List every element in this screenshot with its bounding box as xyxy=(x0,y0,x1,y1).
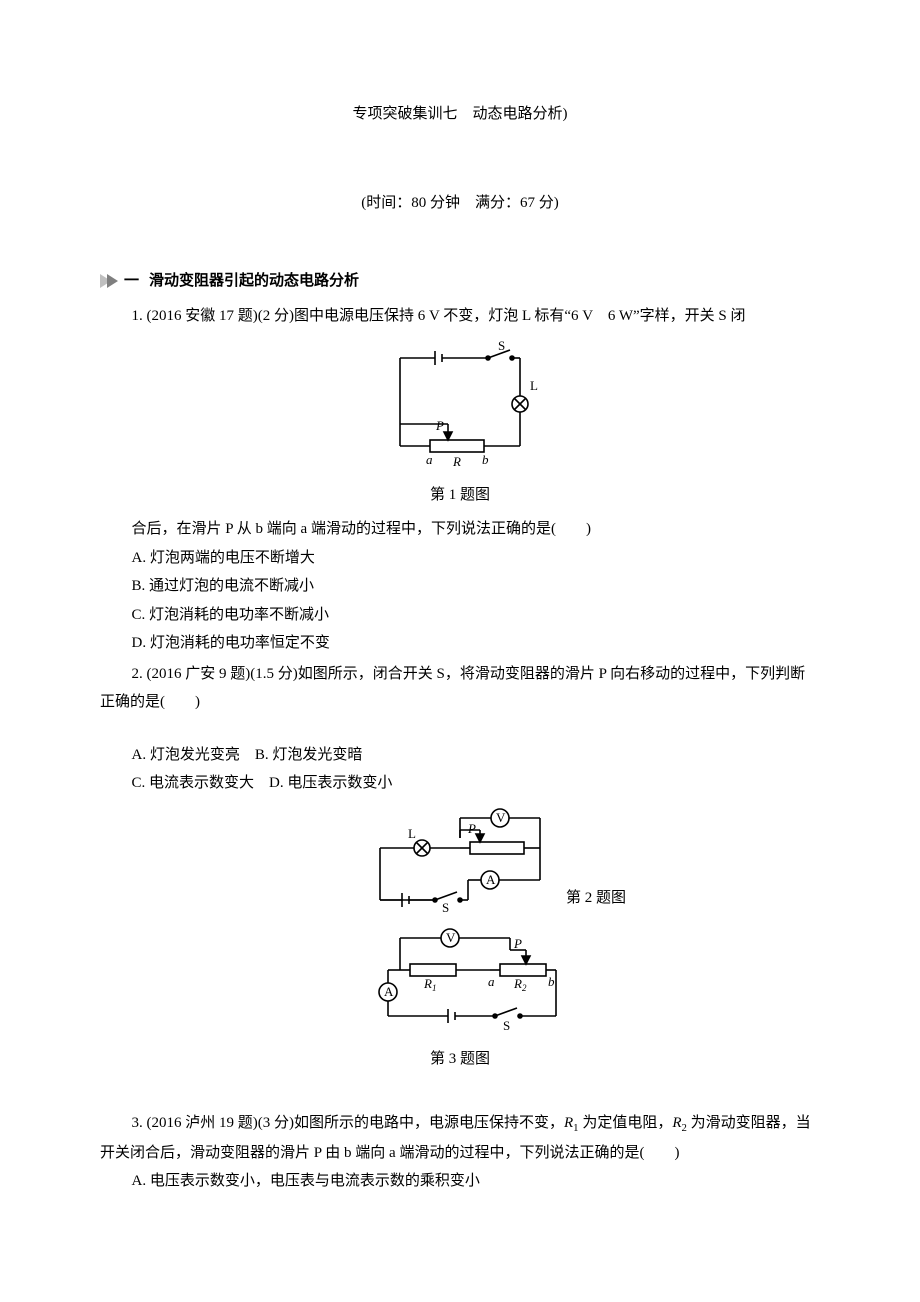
section-number: 一 xyxy=(124,267,139,296)
svg-text:R2: R2 xyxy=(513,976,527,993)
svg-text:b: b xyxy=(482,452,489,467)
svg-text:a: a xyxy=(426,452,433,467)
svg-text:b: b xyxy=(548,974,555,989)
q2-option-c: C. 电流表示数变大 xyxy=(132,775,255,791)
q1-stem-b: 合后，在滑片 P 从 b 端向 a 端滑动的过程中，下列说法正确的是( ) xyxy=(100,515,820,544)
svg-text:V: V xyxy=(496,810,506,825)
q1-caption: 第 1 题图 xyxy=(100,481,820,510)
q2-stem: 2. (2016 广安 9 题)(1.5 分)如图所示，闭合开关 S，将滑动变阻… xyxy=(100,660,820,717)
svg-text:R: R xyxy=(452,454,461,468)
chevron-icon xyxy=(100,274,114,288)
q2-option-a: A. 灯泡发光变亮 xyxy=(132,747,240,763)
q1-option-d: D. 灯泡消耗的电功率恒定不变 xyxy=(100,629,820,658)
doc-title: 专项突破集训七 动态电路分析) xyxy=(100,100,820,129)
q1-option-a: A. 灯泡两端的电压不断增大 xyxy=(100,544,820,573)
svg-text:R1: R1 xyxy=(423,976,436,993)
svg-text:V: V xyxy=(446,930,456,945)
svg-text:P: P xyxy=(435,418,444,433)
q2-caption: 第 2 题图 xyxy=(566,884,626,913)
svg-text:S: S xyxy=(503,1018,510,1033)
q2-figure: V L P A S 第 2 题图 xyxy=(350,804,570,925)
q1-option-b: B. 通过灯泡的电流不断减小 xyxy=(100,572,820,601)
svg-text:A: A xyxy=(384,984,394,999)
q3-option-a: A. 电压表示数变小，电压表与电流表示数的乘积变小 xyxy=(100,1167,820,1196)
q2-option-d: D. 电压表示数变小 xyxy=(269,775,392,791)
q1-figure: S L P a R b xyxy=(100,338,820,479)
q3-stem: 3. (2016 泸州 19 题)(3 分)如图所示的电路中，电源电压保持不变，… xyxy=(100,1109,820,1167)
q3-caption: 第 3 题图 xyxy=(100,1045,820,1074)
q3-figure: V P R1 a R2 b A S xyxy=(100,924,820,1045)
svg-text:A: A xyxy=(486,872,496,887)
svg-text:L: L xyxy=(530,378,538,393)
svg-text:P: P xyxy=(467,821,476,836)
q2-option-b: B. 灯泡发光变暗 xyxy=(255,747,363,763)
q1-stem-a: 1. (2016 安徽 17 题)(2 分)图中电源电压保持 6 V 不变，灯泡… xyxy=(100,302,820,331)
section-1-heading: 一 滑动变阻器引起的动态电路分析 xyxy=(100,267,820,296)
svg-text:L: L xyxy=(408,826,416,841)
time-score: (时间：80 分钟 满分：67 分) xyxy=(100,189,820,218)
svg-text:S: S xyxy=(498,338,505,353)
svg-text:a: a xyxy=(488,974,495,989)
svg-text:P: P xyxy=(513,936,522,951)
svg-text:S: S xyxy=(442,900,449,914)
q2-options-row2: C. 电流表示数变大 D. 电压表示数变小 xyxy=(100,769,820,798)
q1-option-c: C. 灯泡消耗的电功率不断减小 xyxy=(100,601,820,630)
q2-options-row1: A. 灯泡发光变亮 B. 灯泡发光变暗 xyxy=(100,741,820,770)
section-title: 滑动变阻器引起的动态电路分析 xyxy=(149,267,359,296)
